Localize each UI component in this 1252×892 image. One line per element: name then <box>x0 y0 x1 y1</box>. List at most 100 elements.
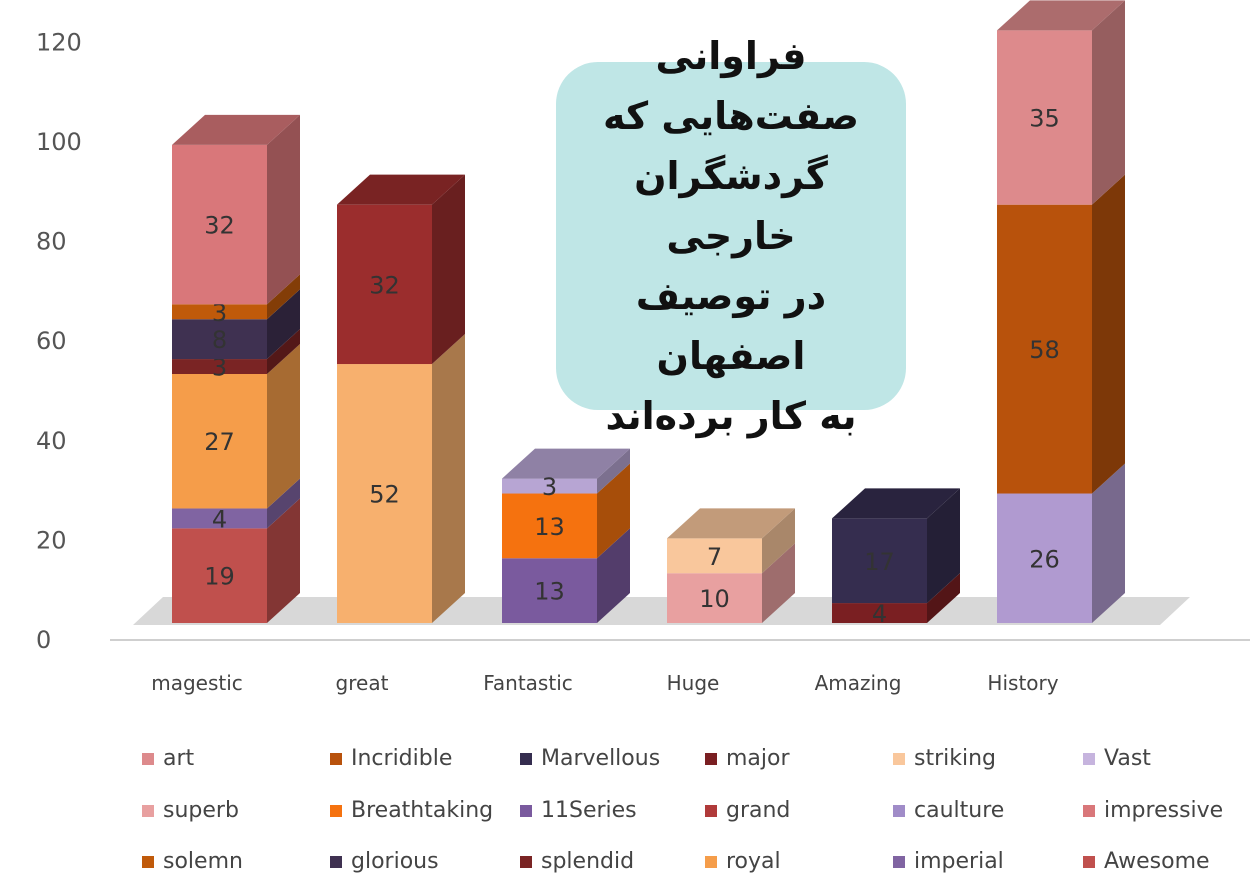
bar-segment <box>667 538 762 574</box>
legend-swatch <box>330 804 342 817</box>
legend-label: royal <box>726 849 781 874</box>
legend-swatch <box>893 752 905 765</box>
data-label: 10 <box>699 585 730 613</box>
legend-label: superb <box>163 798 239 823</box>
x-tick-label: Huge <box>667 671 720 695</box>
bar-segment-top <box>997 0 1125 31</box>
legend-item: 11Series <box>520 798 637 823</box>
y-tick-label: 80 <box>36 228 67 256</box>
legend-label: striking <box>914 746 997 771</box>
legend-item: Vast <box>1083 746 1151 771</box>
bar-segment <box>502 478 597 494</box>
bar-segment-side <box>267 274 300 320</box>
bar-segment-side <box>927 573 960 623</box>
x-tick-label: magestic <box>151 671 243 695</box>
legend-label: major <box>726 746 790 771</box>
data-label: 17 <box>864 548 895 576</box>
legend-label: solemn <box>163 849 243 874</box>
bar-segment-top <box>667 508 795 539</box>
bar-segment-top <box>832 488 960 519</box>
legend-item: impressive <box>1083 798 1223 823</box>
data-label: 27 <box>204 428 235 456</box>
legend-swatch <box>520 752 532 765</box>
bar-segment <box>997 30 1092 205</box>
data-label: 32 <box>369 271 400 299</box>
y-tick-label: 0 <box>36 626 51 654</box>
legend-swatch <box>142 855 154 868</box>
legend-swatch <box>330 855 342 868</box>
bar-segment-side <box>1092 174 1125 494</box>
legend-item: glorious <box>330 849 439 874</box>
data-label: 13 <box>534 578 565 606</box>
bar-segment-top <box>337 174 465 205</box>
bar-segment-top <box>502 448 630 479</box>
bar-segment-side <box>267 329 300 374</box>
legend-item: art <box>142 746 194 771</box>
legend-item: splendid <box>520 849 634 874</box>
data-label: 35 <box>1029 105 1060 133</box>
bar-segment <box>832 518 927 604</box>
legend-label: 11Series <box>541 798 637 823</box>
legend-swatch <box>705 752 717 765</box>
legend-item: Incridible <box>330 746 452 771</box>
legend-label: art <box>163 746 195 771</box>
legend-label: Awesome <box>1104 849 1210 874</box>
bar-segment <box>172 528 267 623</box>
bar-segment <box>172 144 267 305</box>
legend-swatch <box>520 855 532 868</box>
bar-segment <box>502 493 597 559</box>
legend-item: royal <box>705 849 781 874</box>
legend-swatch <box>142 752 154 765</box>
x-tick-label: Fantastic <box>483 671 573 695</box>
legend-swatch <box>1083 855 1095 868</box>
legend-swatch <box>520 804 532 817</box>
bar-segment-side <box>927 488 960 604</box>
bar-segment-side <box>597 463 630 559</box>
bar-segment-side <box>432 174 465 365</box>
legend-swatch <box>893 855 905 868</box>
y-tick-label: 20 <box>36 526 67 554</box>
bar-segment <box>667 573 762 623</box>
legend-item: solemn <box>142 849 243 874</box>
data-label: 13 <box>534 513 565 541</box>
legend-label: grand <box>726 798 791 823</box>
legend-label: Marvellous <box>541 746 661 771</box>
bar-segment-side <box>1092 0 1125 205</box>
legend-label: splendid <box>541 849 635 874</box>
data-label: 26 <box>1029 545 1060 573</box>
data-label: 8 <box>212 326 227 354</box>
chart-title-box: فراوانی صفت‌هایی که گردشگران خارجی در تو… <box>556 34 906 438</box>
data-label: 4 <box>872 600 887 628</box>
legend-label: Vast <box>1104 746 1151 771</box>
bar-segment-side <box>267 478 300 529</box>
chart-title: فراوانی صفت‌هایی که گردشگران خارجی در تو… <box>603 34 859 438</box>
data-label: 58 <box>1029 336 1060 364</box>
legend-item: striking <box>893 746 996 771</box>
bar-segment-side <box>1092 463 1125 623</box>
data-label: 3 <box>212 299 227 327</box>
bar-segment-side <box>597 528 630 623</box>
bar-segment <box>502 558 597 623</box>
legend-item: Marvellous <box>520 746 660 771</box>
legend-label: caulture <box>914 798 1005 823</box>
legend-item: grand <box>705 798 790 823</box>
bar-segment <box>997 493 1092 623</box>
legend-label: impressive <box>1104 798 1224 823</box>
x-tick-label: great <box>336 671 389 695</box>
data-label: 52 <box>369 481 400 509</box>
bar-segment-side <box>762 543 795 623</box>
bar-segment <box>997 204 1092 494</box>
legend-label: Incridible <box>351 746 453 771</box>
legend-item: Awesome <box>1083 849 1210 874</box>
legend-item: superb <box>142 798 239 823</box>
bar-segment <box>832 603 927 623</box>
y-tick-label: 40 <box>36 427 67 455</box>
legend-item: imperial <box>893 849 1004 874</box>
y-tick-label: 60 <box>36 327 67 355</box>
legend-swatch <box>142 804 154 817</box>
legend-swatch <box>330 752 342 765</box>
bar-segment-side <box>267 498 300 623</box>
legend-swatch <box>705 804 717 817</box>
